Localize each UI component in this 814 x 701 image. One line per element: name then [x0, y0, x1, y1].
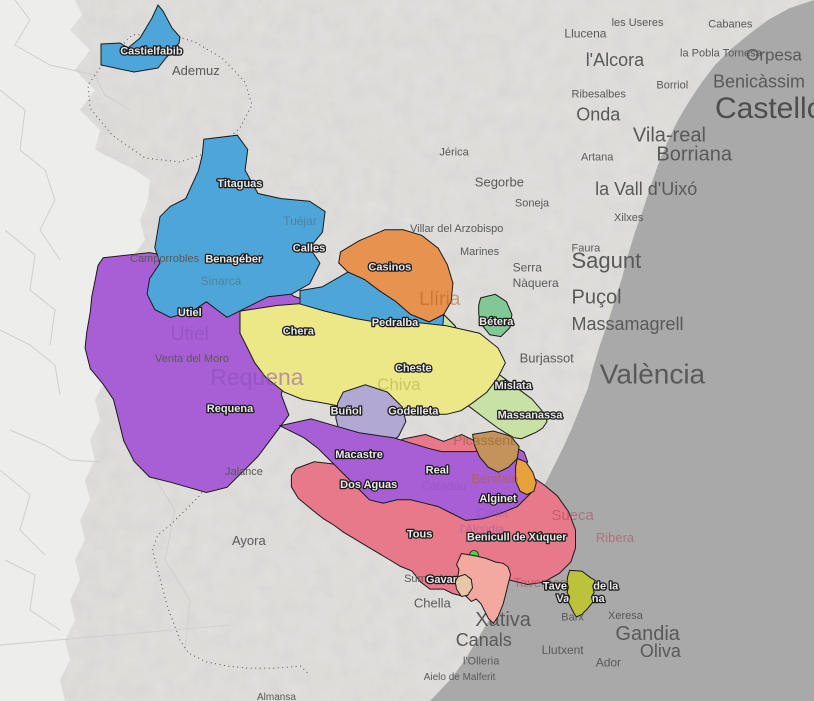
svg-text:Cheste: Cheste [395, 363, 432, 375]
svg-text:Carlet: Carlet [476, 506, 509, 520]
svg-text:Camporrobles: Camporrobles [130, 253, 200, 265]
svg-text:Xeresa: Xeresa [608, 610, 644, 622]
svg-text:Real: Real [426, 465, 449, 477]
svg-text:Jérica: Jérica [439, 147, 469, 159]
svg-text:l'Alcora: l'Alcora [586, 50, 645, 70]
svg-text:Aielo de Malferit: Aielo de Malferit [424, 672, 496, 683]
svg-text:Titaguas: Titaguas [217, 178, 262, 190]
svg-text:Nàquera: Nàquera [513, 276, 559, 290]
svg-text:Massamagrell: Massamagrell [572, 314, 684, 334]
svg-text:Ador: Ador [596, 656, 621, 670]
svg-text:Segorbe: Segorbe [475, 174, 524, 189]
svg-text:Oliva: Oliva [640, 641, 682, 661]
svg-text:Castelló de la: Castelló de la [715, 92, 814, 125]
svg-text:Ademuz: Ademuz [172, 63, 220, 78]
svg-text:les Useres: les Useres [612, 17, 664, 29]
svg-text:Catadau: Catadau [421, 479, 466, 493]
svg-text:Ayora: Ayora [232, 533, 266, 548]
svg-text:Marines: Marines [460, 246, 500, 258]
svg-text:Requena: Requena [207, 403, 254, 415]
svg-text:Chella: Chella [414, 596, 452, 611]
svg-text:Mislata: Mislata [495, 380, 533, 392]
svg-text:Benifaió: Benifaió [471, 471, 518, 486]
svg-text:Chiva: Chiva [377, 375, 421, 394]
svg-text:Xàtiva: Xàtiva [475, 609, 531, 631]
svg-text:Tous: Tous [407, 529, 432, 541]
svg-text:Burjassot: Burjassot [520, 350, 575, 365]
svg-text:Almansa: Almansa [257, 692, 296, 701]
svg-text:Sagunt: Sagunt [572, 248, 642, 273]
svg-text:Tuéjar: Tuéjar [283, 214, 317, 228]
svg-text:Orpesa: Orpesa [746, 45, 802, 64]
svg-text:Artana: Artana [581, 151, 614, 163]
svg-text:Ribesalbes: Ribesalbes [572, 89, 627, 101]
svg-text:Onda: Onda [576, 104, 621, 124]
svg-text:Serra: Serra [513, 261, 543, 275]
svg-text:Villar del Arzobispo: Villar del Arzobispo [410, 223, 503, 235]
svg-text:Xilxes: Xilxes [614, 212, 644, 224]
svg-text:Requena: Requena [210, 364, 304, 390]
svg-text:Canals: Canals [456, 630, 512, 650]
svg-text:Borriana: Borriana [656, 143, 732, 165]
svg-text:Utiel: Utiel [178, 307, 202, 319]
svg-text:Casinos: Casinos [368, 262, 411, 274]
svg-text:Bétera: Bétera [479, 316, 514, 328]
svg-text:Llíria: Llíria [419, 289, 461, 310]
svg-text:Sinarca: Sinarca [201, 274, 242, 288]
svg-text:Llucena: Llucena [564, 27, 606, 41]
svg-text:Buñol: Buñol [331, 406, 362, 418]
svg-text:la Vall d'Uixó: la Vall d'Uixó [595, 179, 697, 199]
svg-text:Macastre: Macastre [335, 449, 383, 461]
svg-text:Alginet: Alginet [479, 493, 517, 505]
svg-text:Godelleta: Godelleta [388, 406, 439, 418]
svg-text:Pedralba: Pedralba [372, 317, 419, 329]
svg-text:Benicàssim: Benicàssim [713, 71, 805, 91]
svg-text:Sueca: Sueca [551, 507, 594, 524]
svg-text:Utiel: Utiel [171, 324, 209, 345]
svg-text:Benagéber: Benagéber [205, 253, 263, 265]
svg-text:Puçol: Puçol [572, 286, 622, 308]
svg-text:Llutxent: Llutxent [542, 643, 585, 657]
svg-text:l'Olleria: l'Olleria [463, 656, 500, 668]
svg-text:Cabanes: Cabanes [708, 18, 753, 30]
svg-text:Massanassa: Massanassa [498, 410, 564, 422]
svg-text:Benicull de Xúquer: Benicull de Xúquer [467, 532, 567, 544]
svg-text:Borriol: Borriol [656, 80, 688, 92]
svg-text:Calles: Calles [293, 242, 325, 254]
svg-text:Chera: Chera [283, 326, 315, 338]
svg-text:Jalance: Jalance [225, 466, 263, 478]
svg-text:Dos Aguas: Dos Aguas [340, 479, 397, 491]
svg-text:Castielfabib: Castielfabib [120, 46, 183, 58]
svg-text:València: València [600, 359, 706, 390]
svg-text:Soneja: Soneja [515, 198, 550, 210]
svg-text:Ribera: Ribera [596, 530, 635, 545]
svg-text:Picassent: Picassent [453, 432, 514, 448]
